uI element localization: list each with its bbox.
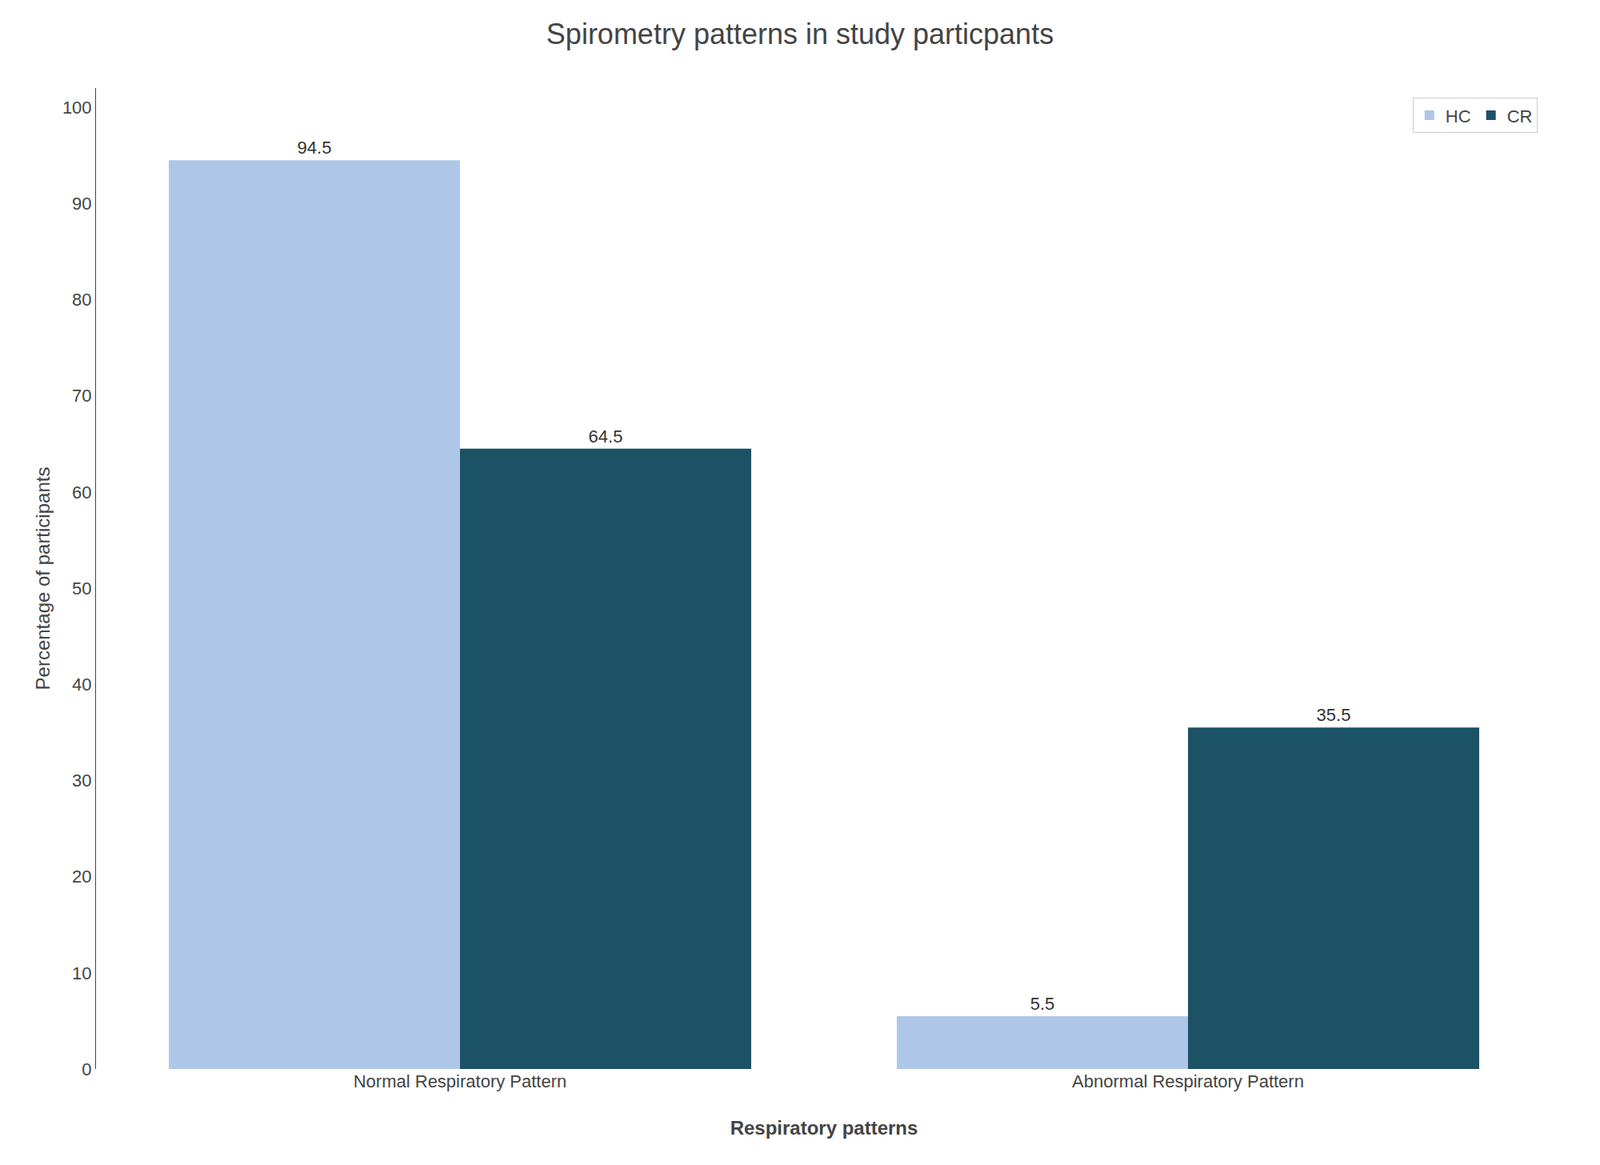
svg-text:Normal Respiratory Pattern: Normal Respiratory Pattern xyxy=(353,1071,568,1092)
svg-text:10: 10 xyxy=(72,963,92,984)
svg-text:5.5: 5.5 xyxy=(1030,993,1056,1014)
svg-text:100: 100 xyxy=(62,97,92,118)
svg-text:40: 40 xyxy=(72,674,92,695)
svg-text:50: 50 xyxy=(72,578,92,599)
svg-text:0: 0 xyxy=(81,1059,92,1080)
svg-text:35.5: 35.5 xyxy=(1316,704,1352,725)
svg-text:70: 70 xyxy=(72,385,92,406)
svg-text:30: 30 xyxy=(72,770,92,791)
svg-text:HC: HC xyxy=(1445,106,1472,127)
svg-text:Spirometry patterns in study p: Spirometry patterns in study particpants xyxy=(546,17,1054,51)
svg-text:Respiratory patterns: Respiratory patterns xyxy=(730,1116,919,1139)
svg-text:90: 90 xyxy=(72,193,92,214)
svg-text:80: 80 xyxy=(72,289,92,310)
svg-text:94.5: 94.5 xyxy=(297,137,332,158)
svg-text:CR: CR xyxy=(1507,106,1533,127)
svg-text:Abnormal Respiratory Pattern: Abnormal Respiratory Pattern xyxy=(1072,1071,1304,1092)
svg-text:Percentage of participants: Percentage of participants xyxy=(32,467,54,691)
svg-text:64.5: 64.5 xyxy=(588,426,624,447)
svg-text:20: 20 xyxy=(72,866,92,887)
svg-text:60: 60 xyxy=(72,482,92,503)
